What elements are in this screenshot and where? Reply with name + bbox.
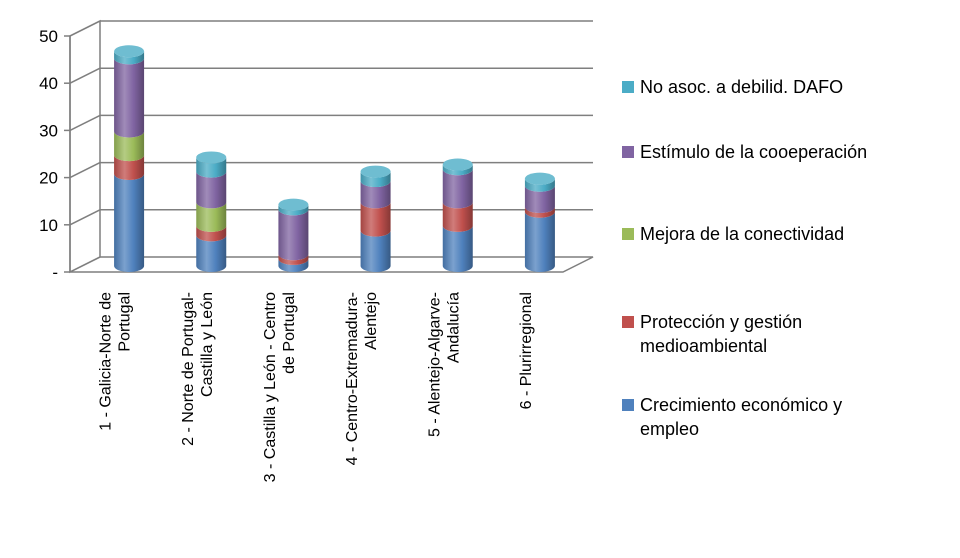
gridline-diagonal [69,20,101,37]
x-tick-label-line: Andalucía [445,292,462,363]
bar-segment [278,254,309,265]
y-tick-label: 40 [39,74,58,93]
legend-label: Crecimiento económico y empleo [640,395,843,439]
x-tick-label-line: Portugal [117,292,134,352]
legend-swatch [622,81,634,93]
y-axis-ticks: - 10 20 30 40 50 [39,27,71,282]
x-tick-label: 6 - Plurirregional [518,292,535,409]
y-tick-label: - [52,263,58,282]
legend-swatch [622,146,634,158]
bar-cap [442,158,473,171]
legend-item: Protección y gestión medioambiental [622,310,950,358]
bar-segment [524,185,555,213]
x-tick-label: 2 - Norte de Portugal- Castilla y León [180,292,216,446]
bar-cap [524,172,555,185]
floor [69,256,594,273]
bar-segment [442,225,473,272]
gridline-diagonal [69,67,101,84]
bar-cap [196,151,227,164]
bar-stack [524,172,555,272]
gridline-diagonal [69,114,101,132]
bar-segment [114,58,145,138]
legend-item: Crecimiento económico y empleo [622,393,950,441]
legend-label: No asoc. a debilid. DAFO [640,77,844,97]
x-tick-label-line: 1 - Galicia-Norte de [98,292,115,431]
x-tick-label: 3 - Castilla y León - Centro de Portugal [262,292,298,482]
chart-walls [69,19,594,274]
x-tick-label-line: Alentejo [363,292,380,350]
bar-segment [360,181,391,209]
bar-segment [524,207,555,218]
side-wall [69,19,101,274]
y-tick-label: 50 [39,27,58,46]
bar-segment [278,204,309,216]
bar-cap [360,165,391,178]
bar-cap [278,198,309,211]
x-axis-labels: 1 - Galicia-Norte de Portugal 2 - Norte de… [98,292,535,482]
legend-label: Protección y gestión medioambiental [640,312,803,356]
legend-swatch [622,399,634,411]
bar-segment [442,169,473,209]
y-tick-label: 10 [39,216,58,235]
bar-segment [196,225,227,242]
bar-segment [196,202,227,232]
x-tick-label: 4 - Centro-Extremadura- Alentejo [344,292,380,465]
legend-item: Estímulo de la cooeperación [622,140,950,164]
gridlines [69,20,593,226]
bar-stack [278,198,309,272]
x-tick-label-line: 6 - Plurirregional [518,292,535,409]
bar-segment [524,178,555,192]
y-tick-label: 20 [39,169,58,188]
bar-cap [114,45,145,58]
bar-stack [442,158,473,272]
bar-segment [196,171,227,209]
bar-stack [360,165,391,272]
bars [114,45,555,272]
bar-segment [278,258,309,272]
legend-swatch [622,316,634,328]
legend-swatch [622,228,634,240]
x-tick-label: 1 - Galicia-Norte de Portugal [98,292,134,431]
x-tick-label-line: de Portugal [281,292,298,374]
gridline-diagonal [69,209,101,226]
bar-segment [196,235,227,272]
legend-label: Estímulo de la cooeperación [640,142,868,162]
legend-item: No asoc. a debilid. DAFO [622,75,950,99]
bar-stack [114,45,145,272]
x-tick-label: 5 - Alentejo-Algarve- Andalucía [426,292,462,437]
bar-segment [114,51,145,65]
y-tick-label: 30 [39,121,58,140]
bar-segment [524,211,555,272]
bar-segment [278,209,309,261]
legend-label: Mejora de la conectividad [640,224,845,244]
gridline-diagonal [69,161,101,179]
bar-segment [114,131,145,162]
bar-segment [442,202,473,232]
x-tick-label-line: 3 - Castilla y León - Centro [262,292,279,482]
bar-segment [114,173,145,272]
bar-segment [360,171,391,188]
bar-segment [196,157,227,178]
x-tick-label-line: Castilla y León [199,292,216,397]
bar-segment [442,164,473,176]
bar-stack [196,151,227,272]
x-tick-label-line: 2 - Norte de Portugal- [180,292,197,446]
x-tick-label-line: 5 - Alentejo-Algarve- [426,292,443,437]
bar-segment [114,155,145,180]
x-tick-label-line: 4 - Centro-Extremadura- [344,292,361,465]
bar-segment [360,202,391,237]
bar-segment [360,230,391,272]
legend-item: Mejora de la conectividad [622,222,950,246]
